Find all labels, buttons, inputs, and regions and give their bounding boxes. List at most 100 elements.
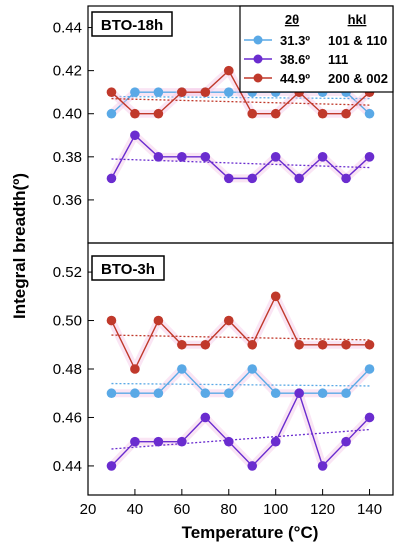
data-point	[177, 436, 187, 447]
series-trend-line	[111, 382, 370, 387]
data-point	[317, 339, 328, 350]
data-point	[270, 388, 281, 399]
y-tick-label: 0.38	[53, 149, 82, 166]
data-point	[106, 315, 117, 326]
legend-hkl-1: 101 & 110	[328, 33, 387, 48]
data-point	[177, 87, 187, 97]
legend-swatch-marker-3	[253, 73, 263, 83]
data-point	[223, 87, 234, 97]
data-point	[247, 173, 258, 184]
x-tick-label: 40	[127, 501, 144, 518]
data-point	[247, 339, 258, 350]
x-tick-label: 60	[174, 501, 191, 518]
data-point	[106, 87, 117, 97]
data-point	[200, 87, 211, 97]
data-point	[130, 364, 140, 374]
y-tick-label: 0.52	[53, 264, 82, 281]
series-trend-line	[111, 97, 370, 106]
data-point	[130, 130, 140, 141]
y-tick-label: 0.44	[53, 20, 82, 37]
x-tick-label: 120	[310, 501, 335, 518]
data-point	[130, 108, 140, 119]
data-point	[106, 461, 117, 471]
bottom-panel-title: BTO-3h	[101, 261, 155, 278]
top-panel-title-box	[91, 11, 173, 37]
data-point	[153, 436, 164, 447]
data-point	[177, 364, 187, 374]
y-tick-label: 0.46	[53, 409, 82, 426]
data-point	[177, 339, 187, 350]
data-point	[130, 87, 140, 97]
data-point	[317, 388, 328, 399]
legend-swatch-marker-2	[253, 54, 263, 64]
data-point	[341, 436, 351, 447]
data-point	[341, 339, 351, 350]
y-tick-label: 0.44	[53, 458, 82, 475]
data-point	[270, 152, 281, 162]
data-point	[106, 173, 117, 184]
data-point	[364, 339, 375, 350]
data-point	[200, 339, 211, 350]
y-tick-label: 0.50	[53, 313, 82, 330]
data-point	[200, 152, 211, 162]
data-point	[270, 108, 281, 119]
y-tick-label: 0.48	[53, 361, 82, 378]
data-point	[247, 364, 258, 374]
x-axis: 20 40 60 80 100 120 140	[80, 489, 382, 518]
data-point	[317, 108, 328, 119]
data-point	[247, 461, 258, 471]
data-point	[177, 152, 187, 162]
data-point	[364, 108, 375, 119]
data-point	[364, 364, 375, 374]
series-trend-line	[111, 334, 370, 341]
bottom-panel-btc-3h: 0.44 0.46 0.48 0.50 0.52	[53, 264, 375, 475]
data-point	[317, 152, 328, 162]
x-tick-label: 100	[263, 501, 288, 518]
data-point	[153, 87, 164, 97]
data-point	[223, 315, 234, 326]
series-trend-line	[111, 158, 370, 169]
data-point	[341, 388, 351, 399]
data-point	[223, 388, 234, 399]
data-point	[130, 388, 140, 399]
y-tick-label: 0.36	[53, 192, 82, 209]
top-panel-title: BTO-18h	[101, 17, 163, 34]
data-point	[153, 108, 164, 119]
legend-two-theta-1: 31.3º	[280, 33, 310, 48]
bottom-panel-title-box	[91, 255, 165, 281]
data-point	[153, 152, 164, 162]
data-point	[270, 436, 281, 447]
y-axis-label: Integral breadth(º)	[10, 173, 29, 319]
series-halo	[108, 389, 373, 470]
data-point	[130, 436, 140, 447]
series-halo	[107, 131, 373, 183]
x-tick-label: 20	[80, 501, 97, 518]
data-point	[294, 173, 304, 184]
series-trend-line	[111, 95, 370, 100]
x-tick-label: 140	[357, 501, 382, 518]
data-point	[153, 315, 164, 326]
data-point	[200, 412, 211, 423]
y-tick-label: 0.40	[53, 106, 82, 123]
data-point	[223, 173, 234, 184]
data-point	[317, 461, 328, 471]
legend-header-two-theta: 2θ	[285, 12, 299, 27]
data-point	[364, 412, 375, 423]
series-trend-line	[111, 428, 370, 450]
data-point	[153, 388, 164, 399]
legend-two-theta-2: 38.6º	[280, 52, 310, 67]
data-point	[106, 108, 117, 119]
legend-two-theta-3: 44.9º	[280, 71, 310, 86]
data-point	[247, 108, 258, 119]
legend-header-hkl: hkl	[348, 12, 367, 27]
data-point	[223, 65, 234, 76]
data-point	[294, 388, 304, 399]
legend: 2θ hkl 31.3º 101 & 110 38.6º 111 44.9º 2…	[239, 5, 394, 93]
data-point	[364, 152, 375, 162]
x-tick-label: 80	[220, 501, 237, 518]
legend-hkl-2: 111	[328, 52, 348, 67]
data-point	[294, 339, 304, 350]
data-point	[270, 291, 281, 302]
legend-swatch-marker-1	[253, 35, 263, 45]
